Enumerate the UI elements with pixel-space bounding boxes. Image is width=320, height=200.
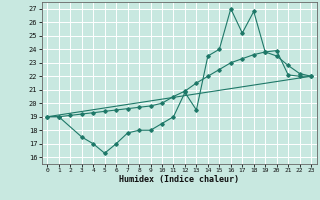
X-axis label: Humidex (Indice chaleur): Humidex (Indice chaleur) [119, 175, 239, 184]
